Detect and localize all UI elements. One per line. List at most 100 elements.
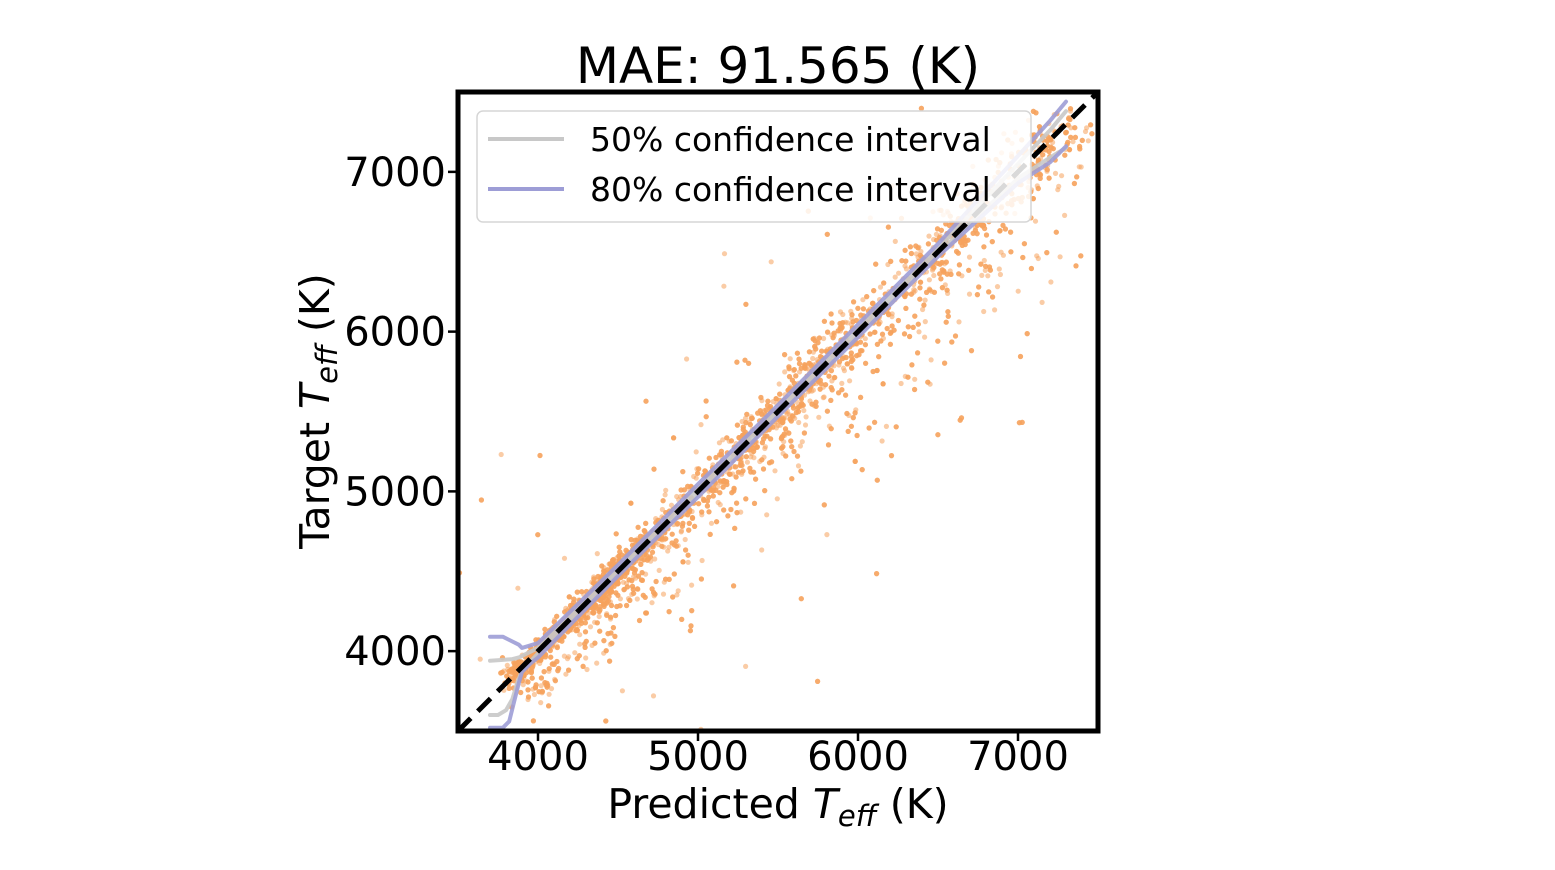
scatter-point xyxy=(782,352,788,358)
scatter-point xyxy=(945,313,951,319)
scatter-point xyxy=(743,420,749,426)
scatter-point xyxy=(795,404,801,411)
scatter-point xyxy=(643,520,649,527)
scatter-point xyxy=(869,300,876,306)
scatter-point xyxy=(554,613,560,619)
scatter-point xyxy=(831,330,837,336)
scatter-point xyxy=(848,354,855,360)
scatter-point xyxy=(603,718,609,724)
scatter-point xyxy=(703,414,709,420)
scatter-point xyxy=(903,266,910,272)
scatter-point xyxy=(537,452,543,459)
scatter-point xyxy=(826,373,832,379)
scatter-point xyxy=(728,506,734,513)
scatter-point xyxy=(642,529,648,535)
scatter-point xyxy=(594,620,600,626)
scatter-point xyxy=(910,324,916,330)
scatter-point xyxy=(577,641,583,647)
scatter-point xyxy=(849,312,855,318)
scatter-point xyxy=(1056,183,1062,189)
scatter-point xyxy=(1102,152,1107,157)
scatter-point xyxy=(692,523,698,530)
scatter-point xyxy=(1037,175,1043,181)
scatter-point xyxy=(786,366,792,372)
scatter-point xyxy=(885,224,892,230)
scatter-point xyxy=(926,277,933,283)
scatter-point xyxy=(797,443,804,449)
scatter-point xyxy=(685,512,691,518)
scatter-point xyxy=(799,439,805,445)
scatter-point xyxy=(647,554,654,560)
scatter-point xyxy=(605,631,611,637)
scatter-point xyxy=(892,238,898,244)
scatter-point xyxy=(828,397,834,403)
scatter-point xyxy=(881,280,887,286)
scatter-point xyxy=(617,549,623,555)
scatter-point xyxy=(609,557,616,564)
scatter-point xyxy=(761,436,767,442)
scatter-point xyxy=(798,365,804,371)
scatter-point xyxy=(638,561,644,568)
scatter-point xyxy=(538,675,545,681)
scatter-point xyxy=(1174,206,1179,211)
scatter-point xyxy=(720,484,726,490)
scatter-point xyxy=(520,682,526,688)
scatter-point xyxy=(607,658,613,664)
scatter-point xyxy=(583,655,589,661)
scatter-point xyxy=(1201,246,1206,251)
scatter-point xyxy=(863,360,869,366)
scatter-point xyxy=(696,501,702,507)
scatter-point xyxy=(794,453,801,459)
scatter-point xyxy=(828,426,834,432)
scatter-point xyxy=(735,469,742,475)
scatter-point xyxy=(828,311,834,317)
scatter-point xyxy=(1072,125,1078,131)
scatter-point xyxy=(873,261,879,267)
scatter-point xyxy=(891,327,897,333)
scatter-point xyxy=(682,536,688,543)
scatter-point xyxy=(943,259,949,265)
scatter-point xyxy=(821,318,828,324)
scatter-point xyxy=(1156,253,1161,258)
scatter-point xyxy=(796,356,802,362)
scatter-point xyxy=(820,395,826,401)
scatter-point xyxy=(879,331,886,337)
scatter-point xyxy=(688,623,694,629)
scatter-point xyxy=(1074,174,1080,180)
scatter-point xyxy=(887,330,894,336)
scatter-point xyxy=(592,640,598,646)
scatter-point xyxy=(611,583,617,589)
scatter-point xyxy=(925,379,931,385)
scatter-point xyxy=(617,603,623,609)
scatter-point xyxy=(981,244,987,250)
scatter-point xyxy=(948,271,954,277)
scatter-point xyxy=(845,428,851,434)
scatter-point xyxy=(742,357,748,363)
scatter-point xyxy=(635,524,641,530)
scatter-point xyxy=(1065,122,1071,128)
scatter-point xyxy=(554,644,560,651)
scatter-point xyxy=(802,365,808,371)
scatter-point xyxy=(684,356,690,362)
scatter-point xyxy=(653,578,659,585)
scatter-point xyxy=(696,466,702,472)
scatter-point xyxy=(837,309,844,315)
scatter-point xyxy=(743,301,749,307)
scatter-point xyxy=(538,700,544,706)
scatter-point xyxy=(789,476,795,482)
scatter-point xyxy=(787,356,793,362)
scatter-point xyxy=(912,313,918,319)
scatter-point xyxy=(789,377,796,383)
scatter-point xyxy=(1062,152,1068,158)
scatter-point xyxy=(699,509,705,515)
scatter-point xyxy=(594,660,600,666)
scatter-point xyxy=(956,262,963,268)
scatter-point xyxy=(733,474,739,480)
scatter-point xyxy=(795,463,802,469)
scatter-point xyxy=(926,233,932,239)
scatter-point xyxy=(632,567,639,573)
scatter-point xyxy=(687,628,694,634)
scatter-point xyxy=(917,296,923,302)
scatter-point xyxy=(725,513,731,519)
scatter-point xyxy=(937,271,943,277)
